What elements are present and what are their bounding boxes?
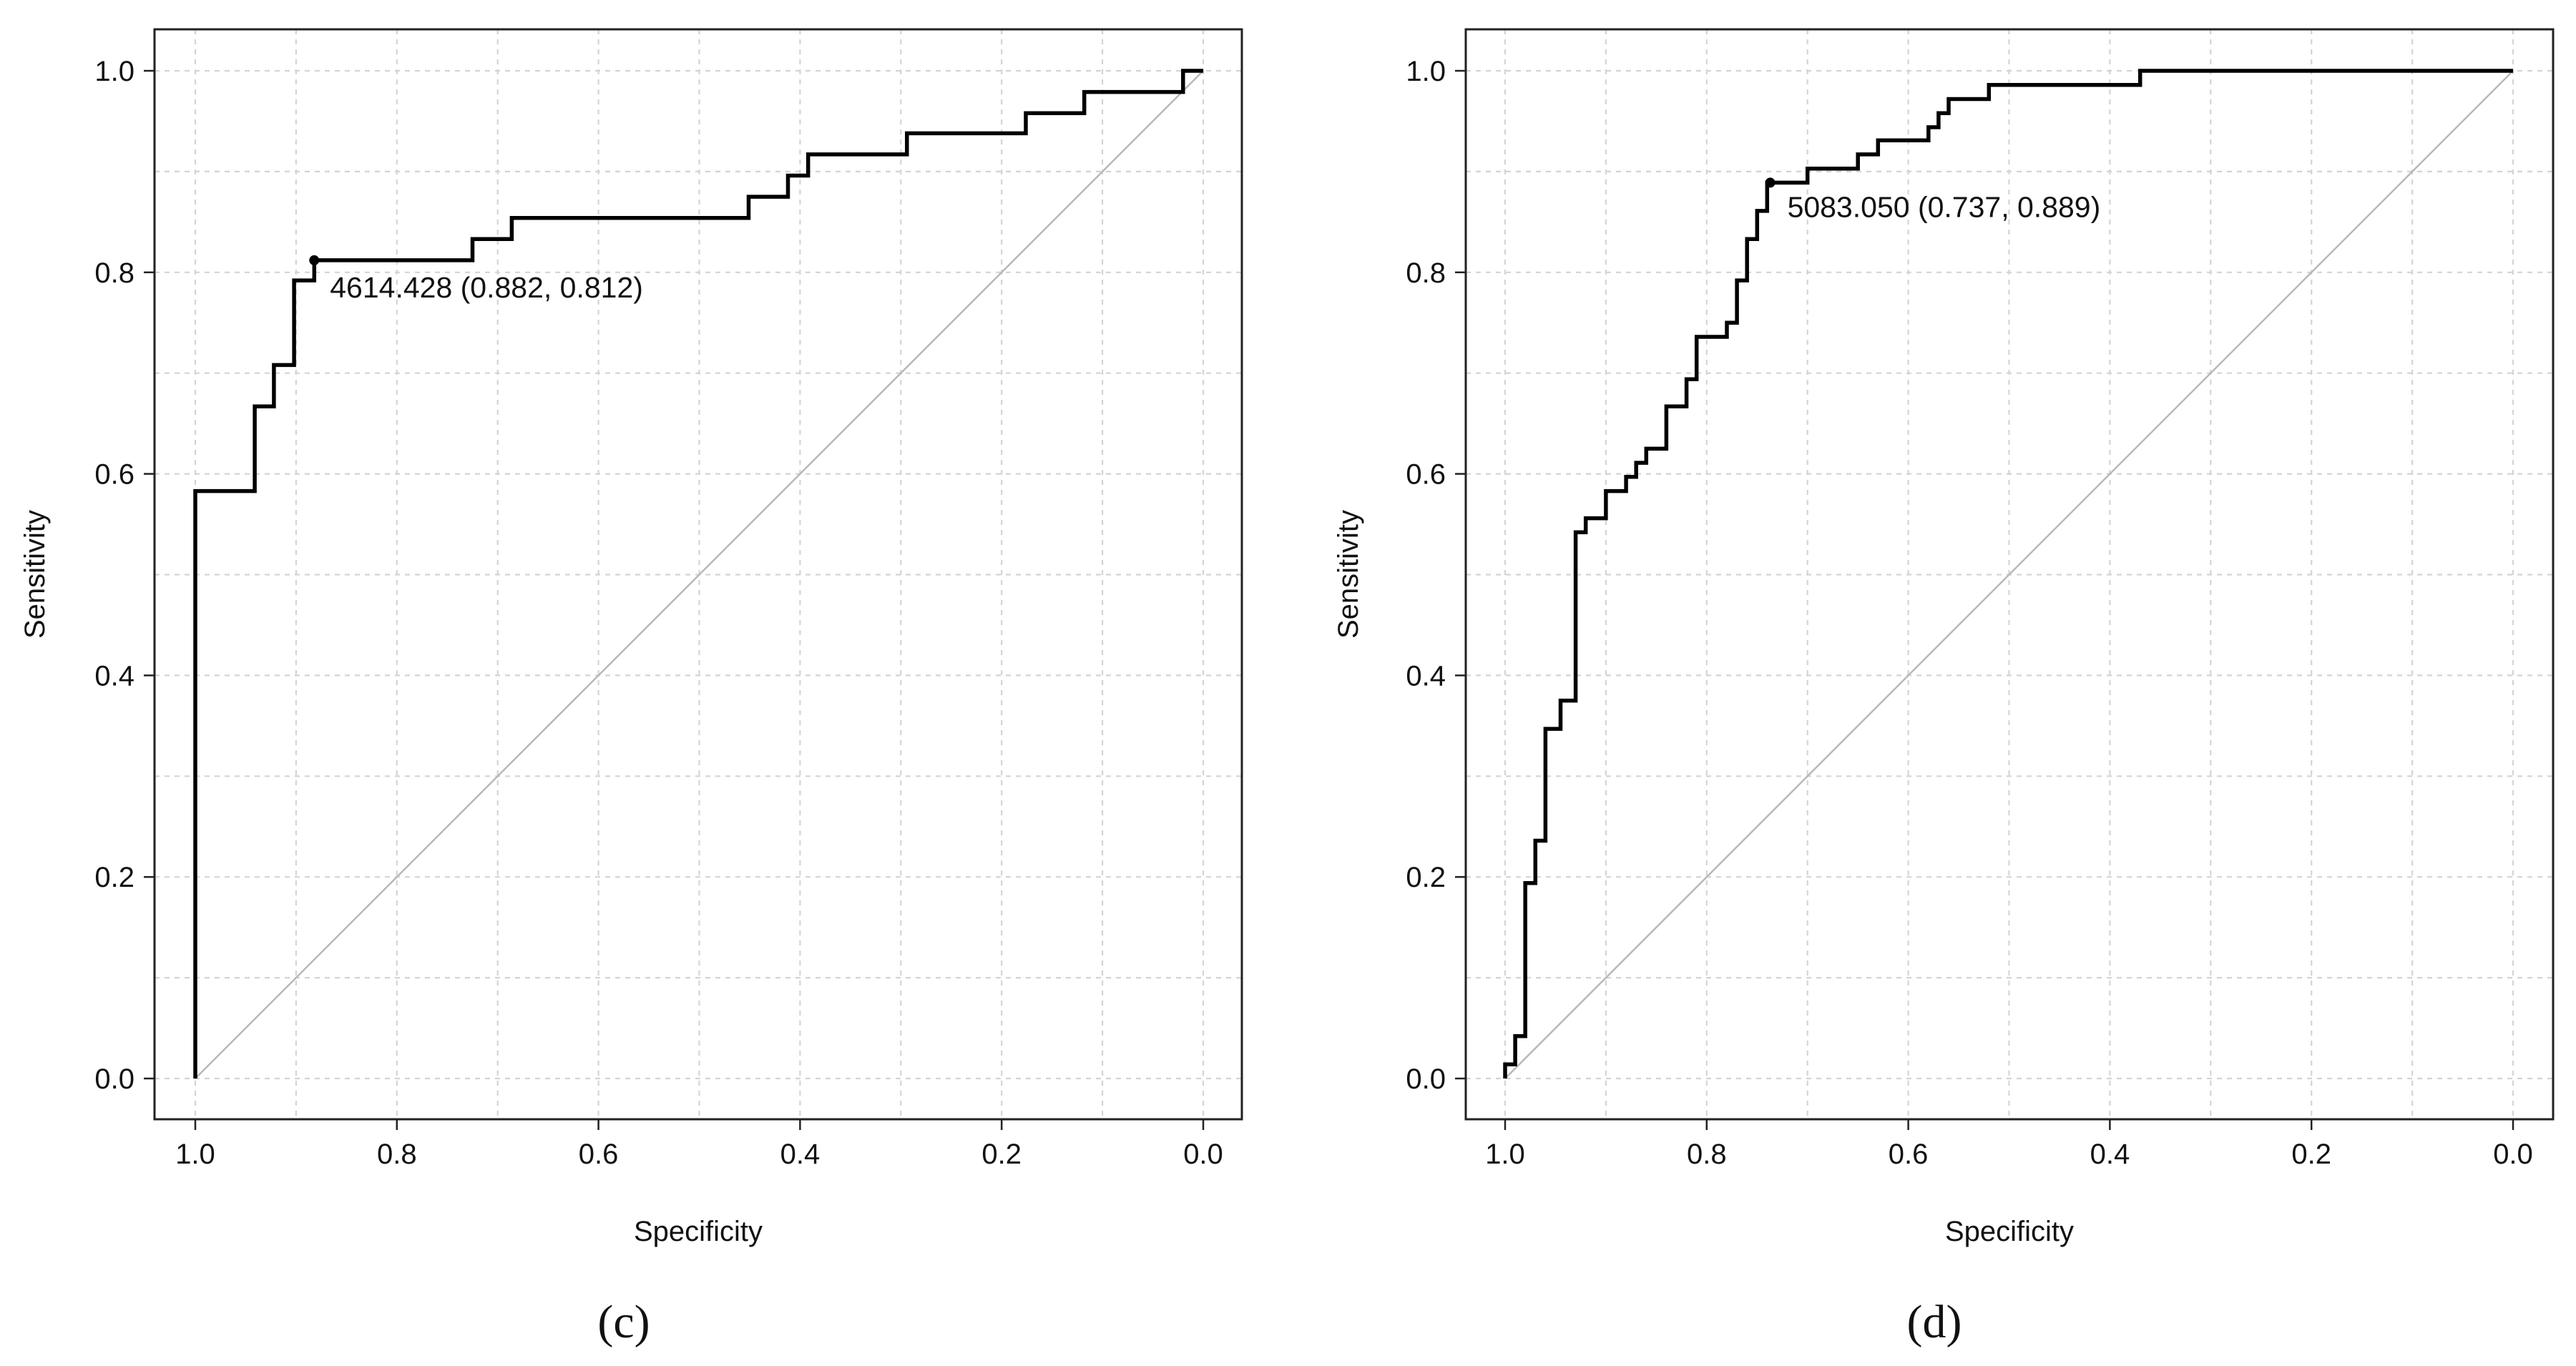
- panel-c-x-tick-label-1: 0.8: [377, 1139, 417, 1170]
- panel-c-y-tick-label-4: 0.8: [94, 257, 134, 289]
- panel-c-x-tick-label-5: 0.0: [1183, 1139, 1223, 1170]
- panel-d-plot-frame: [1464, 28, 2555, 1121]
- panel-d: 1.0 0.8 0.6 0.4 0.2 0.0 0.0 0.2 0.4 0.6 0.8 1.0 50…: [1333, 28, 2555, 1348]
- panel-d-x-axis-label: Specificity: [1945, 1216, 2074, 1247]
- panel-c-x-tick-label-3: 0.4: [780, 1139, 821, 1170]
- panel-d-x-tick-label-3: 0.4: [2090, 1139, 2130, 1170]
- panel-d-x-tick-label-2: 0.6: [1889, 1139, 1929, 1170]
- panel-d-y-tick-label-4: 0.8: [1406, 257, 1446, 289]
- panel-c-y-tick-label-2: 0.4: [94, 660, 134, 692]
- panel-c-x-axis-label: Specificity: [634, 1216, 763, 1247]
- panel-d-x-tick-label-5: 0.0: [2493, 1139, 2533, 1170]
- panel-c: 1.0 0.8 0.6 0.4 0.2 0.0 0.0 0.2 0.4 0.6 0.8 1.0 46…: [19, 28, 1243, 1348]
- panel-c-y-axis-label: Sensitivity: [19, 510, 51, 639]
- panel-d-y-tick-label-5: 1.0: [1406, 56, 1446, 87]
- panel-c-y-ticks: 0.0 0.2 0.4 0.6 0.8 1.0: [94, 56, 155, 1095]
- panel-d-y-axis-label: Sensitivity: [1333, 510, 1364, 639]
- panel-d-y-tick-label-3: 0.6: [1406, 459, 1446, 491]
- panel-d-x-tick-label-1: 0.8: [1687, 1139, 1727, 1170]
- panel-d-x-tick-label-0: 1.0: [1485, 1139, 1525, 1170]
- panel-c-threshold-annotation: 4614.428 (0.882, 0.812): [330, 271, 643, 304]
- panel-c-label: (c): [597, 1296, 650, 1348]
- panel-c-threshold-point: [309, 255, 320, 265]
- panel-d-label: (d): [1907, 1296, 1962, 1348]
- panel-d-y-tick-label-1: 0.2: [1406, 862, 1446, 893]
- panel-d-y-tick-label-0: 0.0: [1406, 1063, 1446, 1095]
- panel-d-y-tick-label-2: 0.4: [1406, 660, 1446, 692]
- panel-c-x-tick-label-0: 1.0: [175, 1139, 215, 1170]
- panel-c-reference-diagonal: [195, 70, 1204, 1079]
- panel-d-reference-diagonal: [1504, 70, 2514, 1079]
- panel-c-x-tick-label-2: 0.6: [579, 1139, 619, 1170]
- panel-d-x-tick-label-4: 0.2: [2291, 1139, 2331, 1170]
- panel-d-x-ticks: 1.0 0.8 0.6 0.4 0.2 0.0: [1485, 1119, 2533, 1170]
- panel-c-plot-frame: [153, 28, 1243, 1121]
- panel-c-x-tick-label-4: 0.2: [981, 1139, 1022, 1170]
- panel-d-roc-curve: [1503, 69, 2513, 1078]
- panel-d-y-ticks: 0.0 0.2 0.4 0.6 0.8 1.0: [1406, 56, 1466, 1095]
- panel-c-roc-curve: [193, 69, 1203, 1078]
- panel-d-threshold-annotation: 5083.050 (0.737, 0.889): [1788, 190, 2101, 223]
- panel-c-y-tick-label-5: 1.0: [94, 56, 134, 87]
- panel-c-y-tick-label-1: 0.2: [94, 862, 134, 893]
- panel-d-threshold-point: [1765, 177, 1776, 188]
- panel-c-y-tick-label-0: 0.0: [94, 1063, 134, 1095]
- panel-c-y-tick-label-3: 0.6: [94, 459, 134, 491]
- panel-c-x-ticks: 1.0 0.8 0.6 0.4 0.2 0.0: [175, 1119, 1223, 1170]
